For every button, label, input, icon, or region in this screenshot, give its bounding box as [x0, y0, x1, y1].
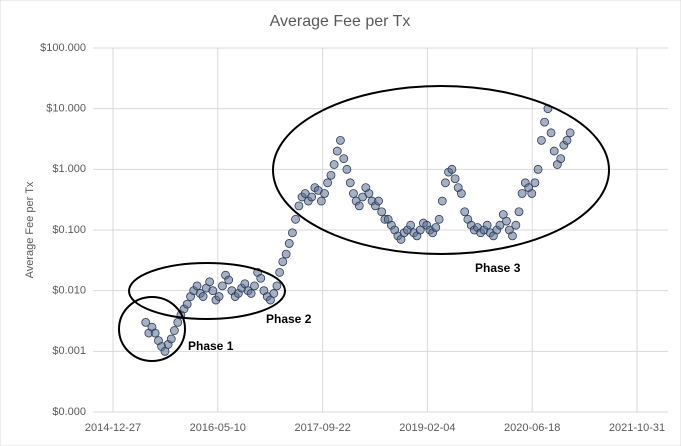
data-point — [537, 135, 546, 145]
data-point — [288, 228, 297, 238]
x-tick-label: 2016-05-10 — [190, 422, 246, 434]
data-point — [278, 257, 288, 267]
data-point — [456, 189, 466, 198]
data-point — [272, 281, 282, 291]
data-point — [205, 277, 215, 287]
y-tick-label: $0.010 — [52, 285, 86, 297]
plot-area: $0.000 $0.001 $0.010 $0.100 $1.000 $10.000 $10… — [40, 42, 668, 434]
data-point — [294, 201, 304, 211]
data-point — [284, 239, 294, 248]
data-point — [316, 196, 326, 206]
data-point — [332, 146, 342, 156]
data-point — [377, 207, 387, 217]
data-point — [269, 289, 279, 298]
data-point — [364, 189, 374, 198]
data-point — [556, 154, 566, 164]
y-tick-label: $0.100 — [52, 224, 86, 236]
chart-title: Average Fee per Tx — [270, 13, 411, 30]
y-tick-label: $0.001 — [52, 345, 86, 357]
data-point — [307, 192, 317, 202]
data-point — [530, 178, 540, 188]
y-tick-label: $10.000 — [46, 103, 86, 115]
data-point — [250, 281, 259, 291]
data-point — [546, 128, 556, 138]
data-point — [329, 160, 339, 169]
annotation: Phase 3 — [475, 261, 521, 275]
data-point — [224, 275, 234, 285]
data-point — [447, 164, 457, 174]
phase-ellipse — [272, 85, 610, 255]
data-point — [323, 178, 333, 188]
data-point — [502, 216, 511, 226]
data-point — [192, 281, 202, 291]
x-tick-label: 2021-10-31 — [609, 422, 665, 434]
annotation: Phase 2 — [266, 312, 312, 326]
data-point — [256, 273, 266, 283]
data-point — [208, 286, 218, 296]
data-point — [345, 178, 355, 188]
data-point — [540, 117, 549, 127]
data-point — [565, 128, 575, 138]
x-tick-label: 2014-12-27 — [85, 422, 141, 434]
data-point — [349, 189, 358, 198]
data-point — [450, 174, 460, 184]
data-point — [291, 214, 300, 224]
data-point — [511, 220, 521, 230]
data-point — [527, 189, 537, 198]
data-point — [562, 135, 572, 145]
data-point — [533, 164, 543, 174]
data-point — [326, 170, 336, 180]
data-point — [354, 201, 364, 211]
data-point — [218, 281, 227, 291]
data-point — [166, 334, 176, 344]
phase-ellipse — [128, 262, 286, 320]
data-point — [374, 196, 383, 206]
y-axis-label: Average Fee per Tx — [24, 181, 36, 278]
data-point — [434, 214, 444, 224]
data-point — [437, 196, 447, 206]
data-point — [173, 317, 183, 327]
data-point — [141, 317, 151, 327]
x-tick-label: 2019-02-04 — [399, 422, 455, 434]
data-point — [342, 164, 352, 174]
data-point — [482, 220, 492, 230]
data-point — [214, 292, 224, 301]
y-tick-label: $1.000 — [52, 163, 86, 175]
data-point — [336, 135, 345, 145]
x-tick-label: 2017-09-22 — [294, 422, 350, 434]
data-point — [182, 299, 192, 309]
y-tick-label: $100.000 — [40, 42, 86, 54]
data-point — [246, 289, 256, 298]
data-point — [198, 292, 208, 301]
data-point — [514, 207, 524, 217]
data-point — [150, 328, 160, 338]
data-point — [508, 231, 517, 241]
data-point — [281, 249, 291, 259]
data-point — [406, 220, 416, 230]
data-point — [320, 189, 329, 198]
data-point — [170, 326, 179, 335]
x-tick-label: 2020-06-18 — [504, 422, 560, 434]
data-point — [495, 220, 505, 230]
data-point — [549, 146, 559, 156]
phase-ellipse — [118, 296, 186, 362]
data-point — [517, 189, 527, 198]
data-point — [275, 268, 285, 277]
data-point — [431, 223, 441, 232]
y-tick-label: $0.000 — [52, 406, 86, 418]
data-point — [460, 207, 470, 217]
data-point — [339, 154, 349, 164]
data-point — [441, 178, 450, 188]
annotation: Phase 1 — [188, 339, 234, 353]
